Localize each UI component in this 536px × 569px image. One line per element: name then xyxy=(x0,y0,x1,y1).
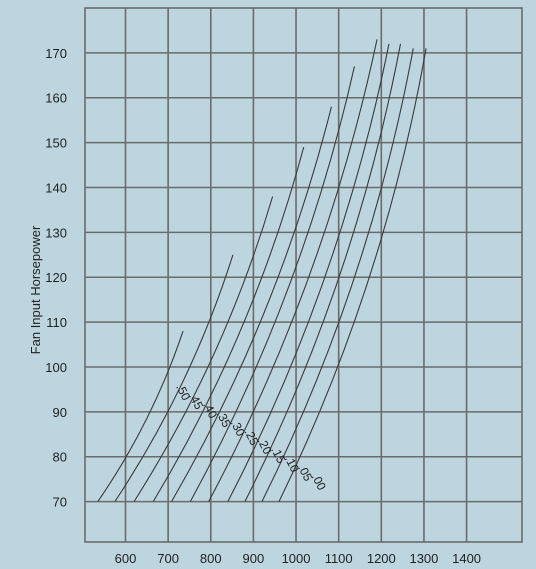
y-tick-label: 90 xyxy=(53,405,67,420)
curve-labels: .50.45.40.35.30.25.20.15.10.05.00 xyxy=(173,381,329,492)
y-tick-label: 120 xyxy=(45,270,67,285)
x-tick-label: 700 xyxy=(157,551,179,566)
series-curve-20 xyxy=(208,39,378,502)
grid-lines xyxy=(85,8,522,542)
y-tick-label: 150 xyxy=(45,136,67,151)
curve-label: .25 xyxy=(241,426,261,448)
x-tick-label: 900 xyxy=(243,551,265,566)
series-curve-10 xyxy=(244,43,402,502)
curve-label: .20 xyxy=(255,435,275,457)
y-tick-label: 160 xyxy=(45,91,67,106)
curve-label: .30 xyxy=(228,417,248,439)
curve-label: .10 xyxy=(282,453,302,475)
series-curves xyxy=(97,39,427,502)
series-curve-40 xyxy=(133,196,274,502)
x-tick-label: 1300 xyxy=(409,551,438,566)
curve-label: .05 xyxy=(295,462,315,484)
series-curve-50 xyxy=(97,330,184,502)
x-tick-label: 600 xyxy=(115,551,137,566)
series-curve-15 xyxy=(227,43,390,502)
series-curve-30 xyxy=(171,106,332,502)
series-curve-05 xyxy=(261,48,414,502)
y-tick-label: 70 xyxy=(53,495,67,510)
curve-label: .45 xyxy=(186,390,206,412)
series-curve-00 xyxy=(278,48,427,502)
y-tick-label: 80 xyxy=(53,450,67,465)
series-curve-35 xyxy=(152,146,305,502)
curve-label: .35 xyxy=(214,408,234,430)
curve-label: .00 xyxy=(309,471,329,493)
y-tick-label: 130 xyxy=(45,225,67,240)
series-curve-45 xyxy=(114,254,234,502)
y-tick-label: 100 xyxy=(45,360,67,375)
y-axis-title: Fan Input Horsepower xyxy=(28,225,43,354)
y-tick-label: 170 xyxy=(45,46,67,61)
x-tick-labels: 600 700 800 900 1000 1100 1200 1300 1400 xyxy=(115,551,481,566)
curve-label: .40 xyxy=(200,399,220,421)
x-tick-label: 1400 xyxy=(452,551,481,566)
x-tick-label: 1100 xyxy=(325,551,353,566)
x-tick-label: 800 xyxy=(200,551,222,566)
y-tick-label: 110 xyxy=(46,315,67,330)
curve-label: .50 xyxy=(173,381,193,403)
y-tick-labels: 70 80 90 100 110 120 130 140 150 160 170 xyxy=(45,46,67,510)
curve-label: .15 xyxy=(268,444,288,466)
series-curve-25 xyxy=(189,66,355,502)
x-tick-label: 1200 xyxy=(367,551,396,566)
plot-frame xyxy=(84,7,523,543)
x-tick-label: 1000 xyxy=(282,551,311,566)
y-tick-label: 140 xyxy=(45,180,67,195)
